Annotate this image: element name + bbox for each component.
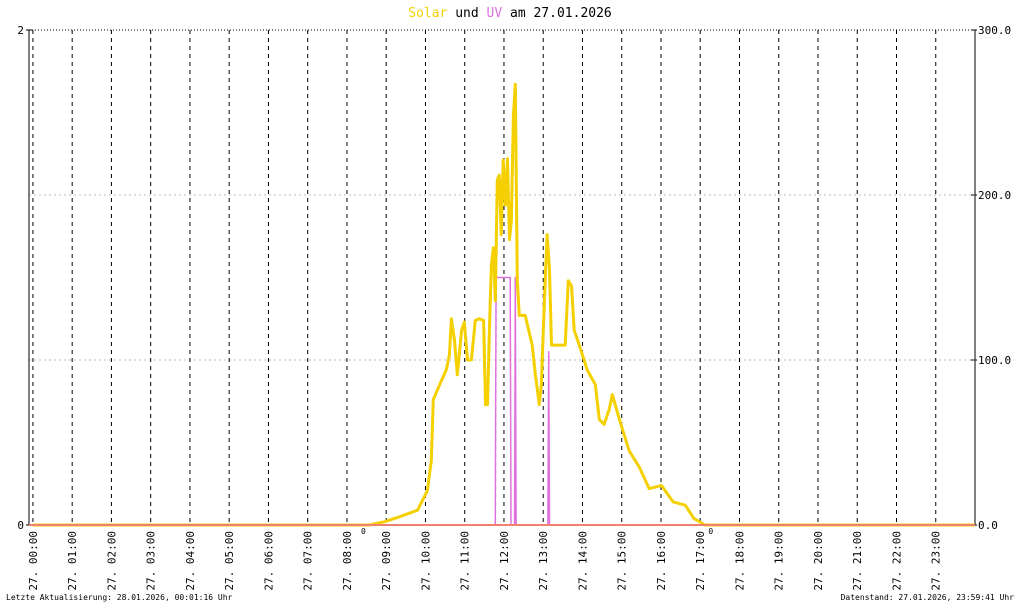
x-tick-label: 27. 14:00 — [576, 531, 589, 591]
title-solar: Solar — [408, 6, 447, 21]
y2-tick-label: 0.0 — [978, 519, 998, 532]
y2-tick-label: 300.0 — [978, 24, 1011, 37]
y2-tick-label: 100.0 — [978, 354, 1011, 367]
x-tick-label: 27. 21:00 — [851, 531, 864, 591]
title-uv: UV — [487, 6, 503, 21]
x-tick-label: 27. 07:00 — [302, 531, 315, 591]
y-tick-label: 0 — [17, 519, 24, 532]
x-tick-label: 27. 18:00 — [733, 531, 746, 591]
x-tick-label: 27. 10:00 — [419, 531, 432, 591]
footer-left: Letzte Aktualisierung: 28.01.2026, 00:01… — [6, 593, 233, 602]
x-tick-label: 27. 16:00 — [655, 531, 668, 591]
y2-tick-label: 200.0 — [978, 189, 1011, 202]
x-tick-label: 27. 17:00 — [694, 531, 707, 591]
x-tick-label: 27. 19:00 — [773, 531, 786, 591]
x-tick-label: 27. 13:00 — [537, 531, 550, 591]
x-tick-label: 27. 05:00 — [223, 531, 236, 591]
x-tick-label: 27. 03:00 — [145, 531, 158, 591]
series-line — [32, 276, 975, 526]
x-tick-label: 27. 15:00 — [616, 531, 629, 591]
title-word: am 27.01.2026 — [510, 6, 612, 21]
sun-marker: 0 — [361, 527, 366, 536]
x-tick-label: 27. 11:00 — [459, 531, 472, 591]
x-tick-label: 27. 09:00 — [380, 531, 393, 591]
x-tick-label: 27. 22:00 — [890, 531, 903, 591]
x-tick-label: 27. 12:00 — [498, 531, 511, 591]
x-tick-label: 27. 01:00 — [66, 531, 79, 591]
x-tick-label: 27. 20:00 — [812, 531, 825, 591]
x-tick-label: 27. 00:00 — [27, 531, 40, 591]
x-tick-label: 27. 08:00 — [341, 531, 354, 591]
y-tick-label: 2 — [17, 24, 24, 37]
chart-title: Solar und UV am 27.01.2026 — [408, 6, 612, 21]
title-word: und — [455, 6, 478, 21]
footer-right: Datenstand: 27.01.2026, 23:59:41 Uhr — [841, 593, 1015, 602]
series-line — [32, 82, 975, 527]
x-tick-label: 27. 23:00 — [930, 531, 943, 591]
sun-marker: 0 — [708, 527, 713, 536]
x-tick-label: 27. 04:00 — [184, 531, 197, 591]
x-tick-label: 27. 06:00 — [262, 531, 275, 591]
x-tick-label: 27. 02:00 — [105, 531, 118, 591]
